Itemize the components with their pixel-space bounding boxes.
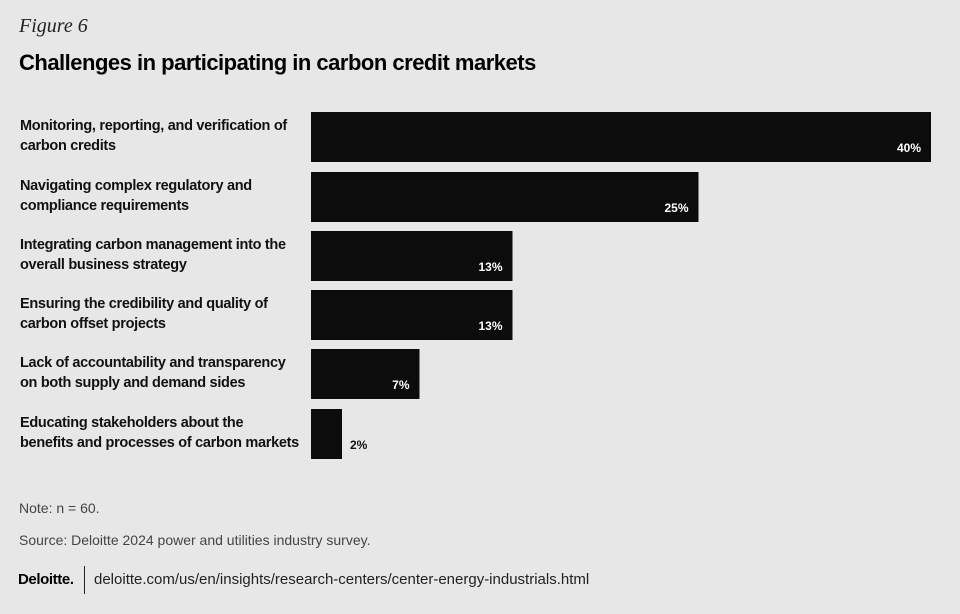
logo-dot: . (69, 571, 74, 588)
source-url-link[interactable]: deloitte.com/us/en/insights/research-cen… (94, 571, 590, 588)
bar-value-label-4: 7% (392, 378, 410, 392)
footer-divider (84, 566, 85, 594)
bar-1 (311, 172, 699, 222)
logo-text: Deloitte (18, 571, 70, 588)
deloitte-logo: Deloitte. (18, 571, 74, 588)
note-text: Note: n = 60. (19, 500, 100, 516)
category-label-credibility: Ensuring the credibility and quality of … (20, 296, 268, 332)
bar-value-label-2: 13% (478, 260, 502, 274)
category-label-integrating: Integrating carbon management into the o… (20, 237, 286, 273)
bar-value-label-0: 40% (897, 141, 921, 155)
bar-3 (311, 290, 513, 340)
category-label-regulatory: Navigating complex regulatory and compli… (20, 178, 252, 214)
bar-4 (311, 349, 420, 399)
bar-value-label-5: 2% (350, 438, 368, 452)
category-label-monitoring: Monitoring, reporting, and verification … (20, 118, 287, 154)
bar-2 (311, 231, 513, 281)
bar-0 (311, 112, 931, 162)
bar-value-label-3: 13% (478, 319, 502, 333)
bar-chart: 40% 25% 13% 13% 7% 2% (311, 112, 931, 459)
category-label-educating: Educating stakeholders about the benefit… (20, 415, 299, 451)
chart-title: Challenges in participating in carbon cr… (19, 50, 536, 75)
source-text: Source: Deloitte 2024 power and utilitie… (19, 532, 371, 548)
bar-value-label-1: 25% (664, 201, 688, 215)
figure-label: Figure 6 (19, 15, 88, 37)
category-label-accountability: Lack of accountability and transparency … (20, 355, 286, 391)
bar-5 (311, 409, 342, 459)
